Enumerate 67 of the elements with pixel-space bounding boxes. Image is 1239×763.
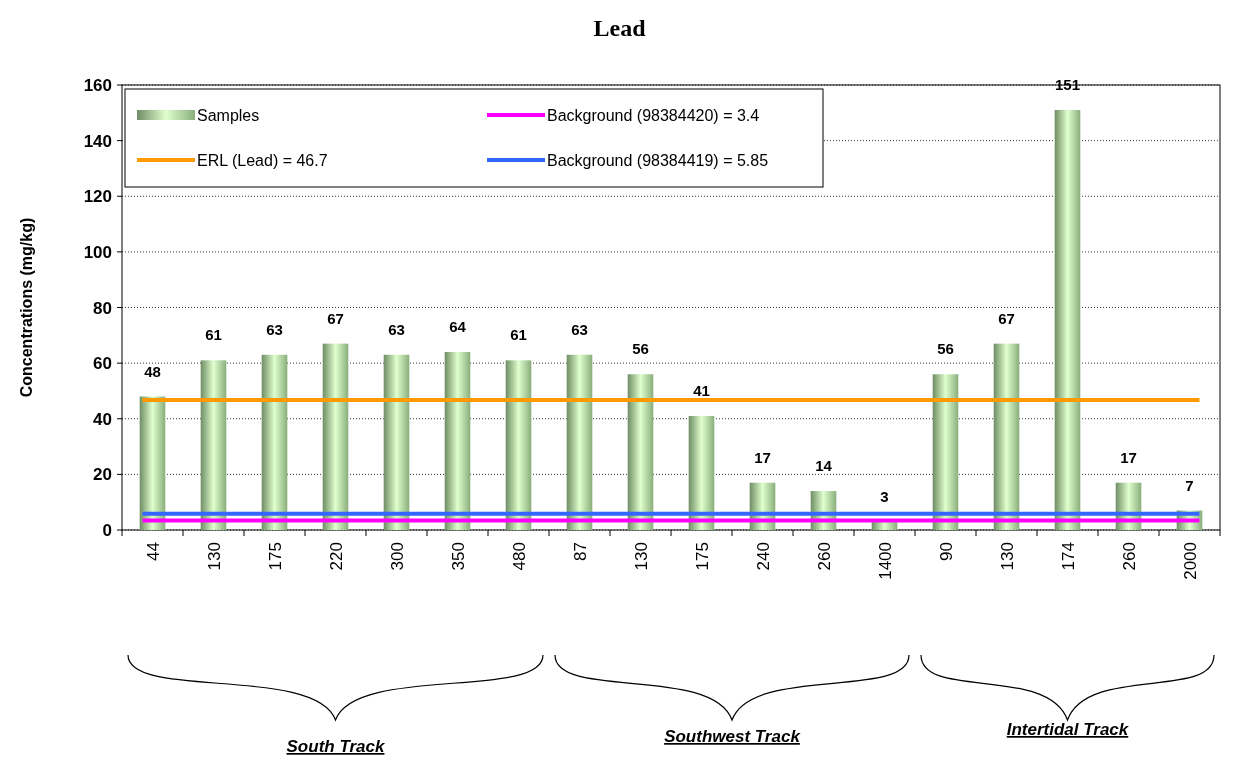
y-tick-label: 80 — [93, 298, 112, 318]
text: Intertidal Track — [1006, 720, 1130, 739]
bar — [261, 354, 288, 530]
x-tick-label: 350 — [448, 542, 468, 571]
bar — [627, 374, 654, 530]
x-tick-label: 130 — [204, 542, 224, 571]
legend-label: Background (98384420) = 3.4 — [547, 107, 760, 124]
x-tick-label: 130 — [997, 542, 1017, 571]
y-tick-label: 120 — [83, 187, 112, 207]
y-tick-label: 20 — [93, 465, 112, 485]
bar — [932, 374, 959, 530]
x-tick-label: 175 — [265, 542, 285, 571]
data-label: 63 — [266, 320, 283, 338]
bar — [383, 354, 410, 530]
bar — [505, 360, 532, 530]
x-tick-label: 174 — [1058, 542, 1078, 571]
y-tick-label: 140 — [83, 131, 112, 151]
bar — [139, 396, 166, 530]
y-axis-title: Concentrations (mg/kg) — [18, 217, 35, 398]
x-tick-label: 260 — [814, 542, 834, 571]
data-label: 17 — [1120, 448, 1137, 466]
x-tick-label: 480 — [509, 542, 529, 571]
data-label: 7 — [1185, 476, 1194, 494]
bar — [200, 360, 227, 530]
bar — [688, 415, 715, 530]
x-tick-label: 175 — [692, 542, 712, 571]
x-tick-label: 2000 — [1180, 542, 1200, 580]
bar — [566, 354, 593, 530]
data-label: 64 — [449, 318, 467, 335]
x-tick-label: 220 — [326, 542, 346, 571]
x-tick-label: 240 — [753, 542, 773, 571]
data-label: 61 — [205, 326, 222, 344]
bar — [1054, 110, 1081, 530]
data-label: 151 — [1054, 76, 1081, 94]
y-tick-label: 0 — [102, 521, 112, 540]
bar — [322, 343, 349, 530]
y-tick-label: 160 — [83, 76, 112, 95]
data-label: 61 — [510, 326, 527, 344]
data-label: 67 — [998, 309, 1015, 327]
x-tick-label: 90 — [936, 542, 956, 561]
text: South Track — [286, 737, 387, 756]
bar — [993, 343, 1020, 530]
legend-label: Samples — [197, 107, 260, 124]
y-tick-label: 100 — [83, 242, 112, 262]
y-tick-label: 40 — [93, 409, 112, 429]
data-label: 56 — [937, 340, 954, 358]
data-label: 63 — [571, 320, 588, 338]
x-tick-label: 44 — [143, 542, 163, 561]
chart-title: Lead — [593, 15, 647, 41]
legend-label: ERL (Lead) = 46.7 — [197, 152, 328, 169]
data-label: 56 — [632, 340, 649, 358]
legend-label: Background (98384419) = 5.85 — [547, 152, 769, 169]
text: Southwest Track — [664, 727, 802, 746]
data-label: 41 — [693, 381, 710, 399]
x-tick-label: 1400 — [875, 542, 895, 580]
data-label: 17 — [754, 448, 771, 466]
bar — [444, 352, 471, 530]
x-tick-label: 87 — [570, 542, 590, 561]
data-label: 63 — [388, 320, 405, 338]
data-label: 3 — [880, 487, 889, 505]
data-label: 67 — [327, 309, 344, 327]
x-tick-label: 130 — [631, 542, 651, 571]
x-tick-label: 260 — [1119, 542, 1139, 571]
y-tick-label: 60 — [93, 354, 112, 374]
data-label: 48 — [144, 362, 161, 380]
data-label: 14 — [815, 457, 833, 475]
x-tick-label: 300 — [387, 542, 407, 571]
